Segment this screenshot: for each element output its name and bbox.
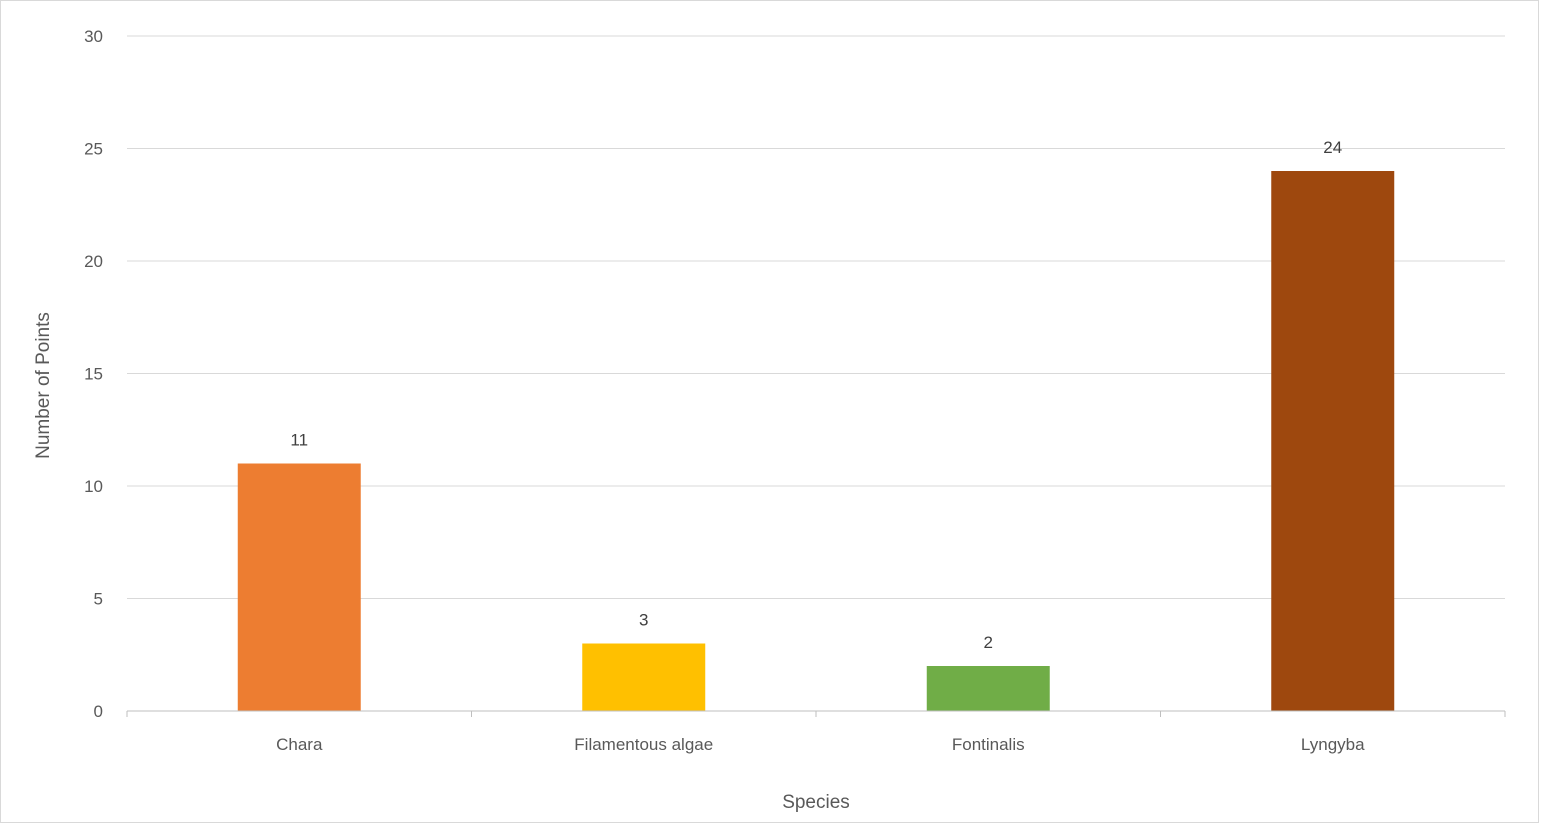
data-label: 24 [1323, 138, 1342, 157]
bar-lyngyba [1271, 171, 1395, 711]
data-label: 11 [290, 431, 308, 450]
y-tick-label: 20 [84, 252, 103, 271]
y-tick-label: 25 [84, 140, 103, 159]
data-label: 3 [639, 611, 648, 630]
data-label: 2 [984, 633, 993, 652]
y-tick-label: 30 [84, 27, 103, 46]
y-axis-title: Number of Points [33, 312, 54, 459]
y-axis-tick-labels: 0 5 10 15 20 25 30 [84, 27, 103, 721]
y-tick-label: 5 [94, 590, 103, 609]
x-axis-tick-labels: Chara Filamentous algae Fontinalis Lyngyba [276, 735, 1365, 754]
bar-filamentous-algae [582, 643, 706, 711]
bar-fontinalis [926, 666, 1050, 711]
x-axis [126, 710, 1506, 717]
y-tick-label: 15 [84, 365, 103, 384]
x-tick-label: Chara [276, 735, 323, 754]
x-axis-title: Species [782, 792, 850, 813]
x-tick-label: Lyngyba [1301, 735, 1365, 754]
data-labels: 11 3 2 24 [290, 138, 1342, 652]
bar-chara [237, 463, 361, 711]
x-tick-label: Filamentous algae [574, 735, 713, 754]
bars [237, 171, 1395, 711]
y-tick-label: 0 [94, 702, 103, 721]
y-tick-label: 10 [84, 477, 103, 496]
x-tick-label: Fontinalis [952, 735, 1025, 754]
